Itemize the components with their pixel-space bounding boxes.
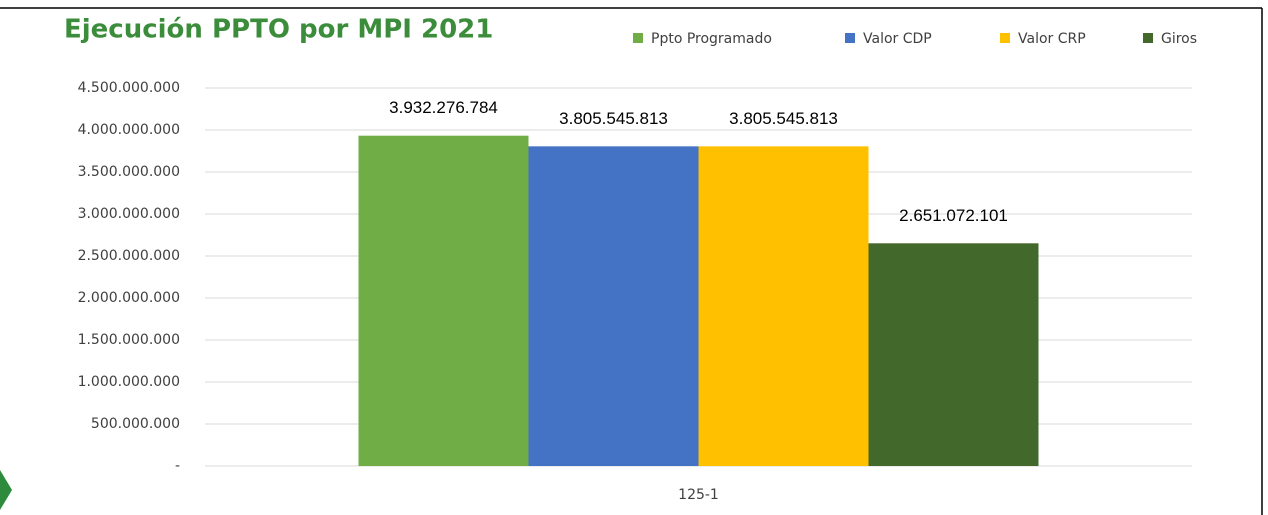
y-tick-label: 3.500.000.000 [78,164,180,180]
bar [698,146,869,466]
legend-swatch [1000,33,1010,43]
y-tick-label: 3.000.000.000 [78,206,180,222]
bar [868,243,1039,466]
legend-label: Valor CDP [863,31,932,47]
chart-title: Ejecución PPTO por MPI 2021 [64,15,493,45]
y-tick-label: 4.000.000.000 [78,122,180,138]
y-tick-label: 2.000.000.000 [78,290,180,306]
value-label: 3.932.276.784 [389,98,498,117]
x-tick-label: 125-1 [678,487,719,503]
bar [358,135,529,466]
corner-decoration [0,470,12,510]
y-tick-label: - [175,458,180,474]
bar [528,146,699,466]
value-label: 3.805.545.813 [559,109,668,128]
y-tick-label: 2.500.000.000 [78,248,180,264]
legend-swatch [633,33,643,43]
legend-swatch [1143,33,1153,43]
y-tick-label: 4.500.000.000 [78,80,180,96]
legend-swatch [845,33,855,43]
y-tick-label: 500.000.000 [91,416,180,432]
value-label: 3.805.545.813 [729,109,838,128]
legend-label: Valor CRP [1018,31,1086,47]
y-tick-label: 1.500.000.000 [78,332,180,348]
legend-label: Ppto Programado [651,31,772,47]
value-label: 2.651.072.101 [899,206,1008,225]
y-tick-label: 1.000.000.000 [78,374,180,390]
legend-label: Giros [1161,31,1197,47]
